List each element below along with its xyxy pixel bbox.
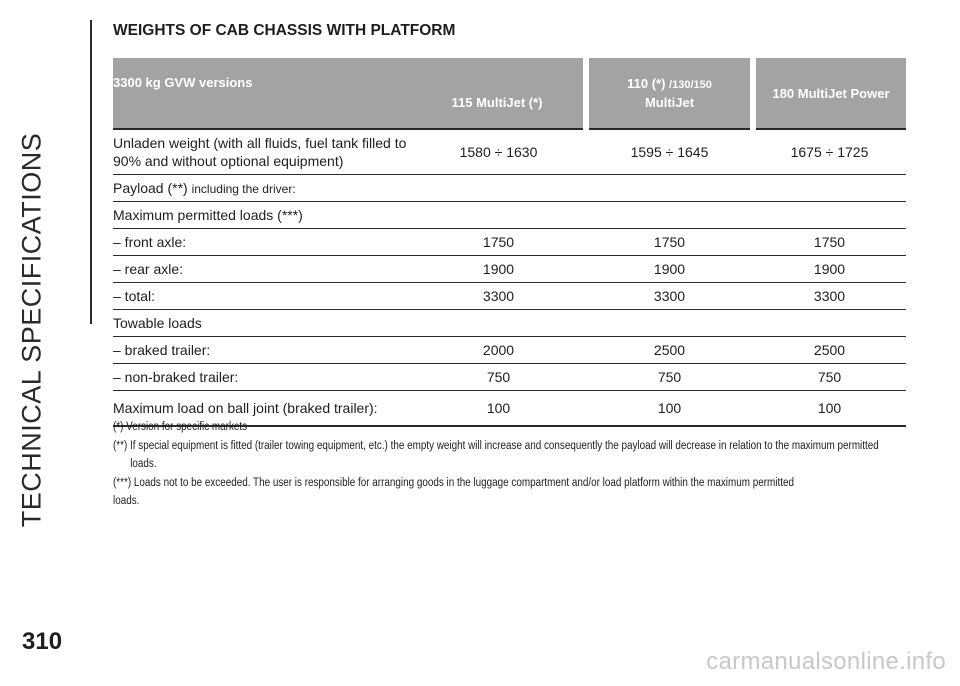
table-row: Towable loads <box>113 309 906 337</box>
cell-value: 1900 <box>753 255 906 283</box>
table-row: – non-braked trailer: 750 750 750 <box>113 363 906 391</box>
cell-value: 2500 <box>753 336 906 364</box>
cell-value: 2500 <box>586 336 753 364</box>
row-label: – braked trailer: <box>113 336 411 364</box>
cell-value: 750 <box>753 363 906 391</box>
cell-value <box>411 309 586 337</box>
table-row: – braked trailer: 2000 2500 2500 <box>113 336 906 364</box>
table-row: – total: 3300 3300 3300 <box>113 282 906 310</box>
footnote: (*) Version for specific markets <box>113 421 248 433</box>
cell-value: 1580 ÷ 1630 <box>411 129 586 175</box>
cell-value: 3300 <box>411 282 586 310</box>
row-label: – rear axle: <box>113 255 411 283</box>
cell-value <box>753 174 906 202</box>
header-115-multijet: 115 MultiJet (*) <box>411 58 586 130</box>
footnotes: (*) Version for specific markets (**) If… <box>113 418 879 511</box>
weights-table: 3300 kg GVW versions 115 MultiJet (*) 11… <box>113 58 906 427</box>
page-number: 310 <box>22 628 63 655</box>
table-row: Payload (**) including the driver: <box>113 174 906 202</box>
cell-value: 100 <box>411 390 586 427</box>
cell-value: 100 <box>586 390 753 427</box>
row-label: Unladen weight (with all fluids, fuel ta… <box>113 129 411 175</box>
cell-value: 1750 <box>411 228 586 256</box>
table-row: Maximum load on ball joint (braked trail… <box>113 390 906 427</box>
cell-value <box>411 201 586 229</box>
header-180-multijet-power: 180 MultiJet Power <box>750 58 906 130</box>
cell-value <box>586 174 753 202</box>
side-divider <box>90 20 92 324</box>
cell-value: 1900 <box>586 255 753 283</box>
table-row: Maximum permitted loads (***) <box>113 201 906 229</box>
header-versions: 3300 kg GVW versions <box>113 58 411 130</box>
row-label: Maximum permitted loads (***) <box>113 201 411 229</box>
row-label: Payload (**) including the driver: <box>113 174 411 202</box>
row-label: – front axle: <box>113 228 411 256</box>
cell-value: 2000 <box>411 336 586 364</box>
cell-value <box>411 174 586 202</box>
cell-value: 3300 <box>586 282 753 310</box>
row-label: Towable loads <box>113 309 411 337</box>
table-row: Unladen weight (with all fluids, fuel ta… <box>113 129 906 175</box>
header-multijet: MultiJet <box>644 95 695 110</box>
header-130-150: /130/150 <box>669 79 712 91</box>
section-side-title-text: TECHNICAL SPECIFICATIONS <box>16 132 47 528</box>
footnote: (***) Loads not to be exceeded. The user… <box>113 476 794 508</box>
table-header-row: 3300 kg GVW versions 115 MultiJet (*) 11… <box>113 58 906 130</box>
row-label: – non-braked trailer: <box>113 363 411 391</box>
cell-value <box>586 309 753 337</box>
table-row: – front axle: 1750 1750 1750 <box>113 228 906 256</box>
cell-value: 3300 <box>753 282 906 310</box>
row-label: Maximum load on ball joint (braked trail… <box>113 390 411 427</box>
cell-value: 750 <box>586 363 753 391</box>
cell-value: 1750 <box>586 228 753 256</box>
header-110-130-150-multijet: 110 (*) /130/150 MultiJet <box>583 58 753 130</box>
table-row: – rear axle: 1900 1900 1900 <box>113 255 906 283</box>
cell-value: 1675 ÷ 1725 <box>753 129 906 175</box>
watermark: carmanualsonline.info <box>706 648 946 675</box>
cell-value: 1750 <box>753 228 906 256</box>
row-label: – total: <box>113 282 411 310</box>
cell-value: 100 <box>753 390 906 427</box>
cell-value <box>753 309 906 337</box>
footnote: (**) If special equipment is fitted (tra… <box>113 439 879 471</box>
header-110: 110 (*) <box>627 76 666 91</box>
cell-value: 1595 ÷ 1645 <box>586 129 753 175</box>
page-title: WEIGHTS OF CAB CHASSIS WITH PLATFORM <box>113 22 456 39</box>
cell-value: 750 <box>411 363 586 391</box>
cell-value <box>586 201 753 229</box>
cell-value: 1900 <box>411 255 586 283</box>
cell-value <box>753 201 906 229</box>
